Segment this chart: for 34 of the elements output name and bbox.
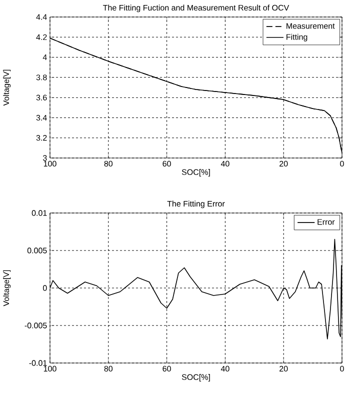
x-tick-label: 100 [44,160,56,167]
x-tick-label: 20 [280,366,288,372]
y-tick-label: 3.8 [36,74,47,80]
y-tick-label: 4.2 [36,34,47,40]
legend-label: Error [318,219,335,225]
x-tick-label: 60 [162,366,171,372]
y-tick-label: 3.6 [36,94,47,100]
x-tick-label: 40 [220,366,230,372]
x-tick-label: 0 [340,366,344,372]
y-tick-label: 3 [42,155,47,161]
y-tick-label: 0.01 [32,210,47,216]
x-tick-label: 20 [280,160,288,167]
y-tick-label: -0.01 [29,360,47,366]
y-axis-title: Voltage[V] [3,70,11,106]
chart-title: The Fitting Error [167,200,225,208]
y-tick-label: -0.005 [24,322,47,328]
x-tick-label: 60 [162,160,171,167]
x-tick-label: 100 [44,366,56,372]
x-tick-label: 40 [220,160,230,167]
y-tick-label: 0.005 [27,248,47,254]
y-tick-label: 0 [42,285,47,291]
y-tick-label: 4.4 [36,14,47,20]
y-tick-label: 3.2 [36,135,47,141]
x-axis-title: SOC[%] [182,169,210,177]
y-axis-title: Voltage[V] [3,270,11,306]
y-tick-label: 4 [42,54,47,60]
x-axis-title: SOC[%] [182,374,210,382]
legend-label: Measurement [286,23,335,29]
legend-label: Fitting [286,34,308,42]
y-tick-label: 3.4 [36,114,47,121]
x-tick-label: 80 [104,366,113,372]
chart-title: The Fitting Fuction and Measurement Result of OCV [103,4,290,12]
x-tick-label: 0 [340,160,344,167]
x-tick-label: 80 [104,160,113,167]
